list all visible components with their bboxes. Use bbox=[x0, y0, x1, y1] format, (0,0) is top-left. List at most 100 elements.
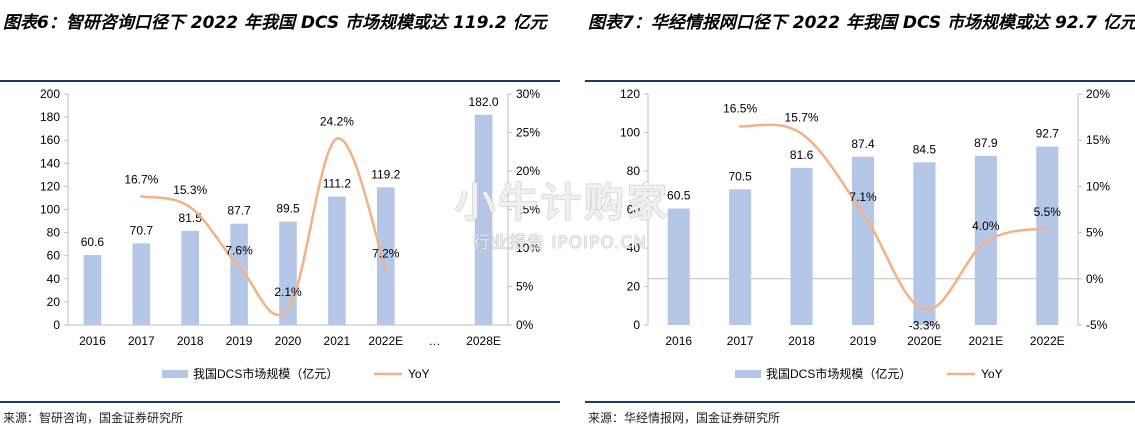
left-y-tick-label: 40 bbox=[627, 241, 641, 255]
legend-bar-swatch bbox=[735, 370, 761, 378]
x-category-label: 2018 bbox=[788, 334, 815, 348]
bar-value-label: 84.5 bbox=[913, 142, 937, 156]
bar bbox=[181, 230, 200, 325]
x-category-label: 2021 bbox=[324, 334, 351, 348]
bar-value-label: 70.5 bbox=[728, 169, 752, 183]
x-category-label: 2019 bbox=[850, 334, 877, 348]
legend-bar-label: 我国DCS市场规模（亿元） bbox=[766, 366, 911, 381]
right-y-tick-label: 10% bbox=[1086, 179, 1110, 193]
right-figure-panel: 图表7：华经情报网口径下 2022 年我国 DCS 市场规模或达 92.7 亿元… bbox=[585, 0, 1135, 427]
x-category-label: 2017 bbox=[128, 334, 155, 348]
left-y-tick-label: 0 bbox=[53, 318, 60, 332]
yoy-line bbox=[140, 137, 388, 317]
left-y-tick-label: 20 bbox=[627, 280, 641, 294]
left-y-tick-label: 160 bbox=[40, 133, 60, 147]
x-category-label: 2022E bbox=[368, 334, 403, 348]
yoy-value-label: -3.3% bbox=[909, 318, 941, 332]
yoy-value-label: 7.1% bbox=[849, 190, 877, 204]
x-category-label: 2020 bbox=[275, 334, 302, 348]
x-category-label: 2021E bbox=[969, 334, 1004, 348]
legend-bar-swatch bbox=[162, 370, 188, 378]
yoy-value-label: 16.7% bbox=[124, 172, 158, 186]
bar-value-label: 87.9 bbox=[974, 136, 998, 150]
x-category-label: 2017 bbox=[727, 334, 754, 348]
left-y-tick-label: 0 bbox=[633, 318, 640, 332]
bar bbox=[376, 187, 395, 325]
right-y-tick-label: 0% bbox=[516, 318, 534, 332]
right-figure-title: 图表7：华经情报网口径下 2022 年我国 DCS 市场规模或达 92.7 亿元 bbox=[588, 13, 1135, 33]
yoy-value-label: 16.5% bbox=[723, 101, 757, 115]
yoy-value-label: 4.0% bbox=[972, 219, 1000, 233]
right-source-note: 来源：华经情报网，国金证券研究所 bbox=[588, 411, 781, 425]
left-y-tick-label: 20 bbox=[47, 295, 61, 309]
left-y-tick-label: 120 bbox=[620, 87, 640, 101]
left-y-tick-label: 100 bbox=[620, 126, 640, 140]
bar-value-label: 89.5 bbox=[276, 202, 300, 216]
x-category-label: 2016 bbox=[79, 334, 106, 348]
bar-value-label: 70.7 bbox=[130, 223, 154, 237]
right-y-tick-label: 20% bbox=[516, 164, 540, 178]
right-y-tick-label: 20% bbox=[1086, 87, 1110, 101]
bar-value-label: 182.0 bbox=[469, 95, 499, 109]
left-y-tick-label: 120 bbox=[40, 179, 60, 193]
left-top-rule bbox=[0, 80, 560, 82]
left-y-tick-label: 200 bbox=[40, 87, 60, 101]
right-y-tick-label: -5% bbox=[1086, 318, 1108, 332]
right-y-tick-label: 10% bbox=[516, 241, 540, 255]
bar-value-label: 81.5 bbox=[179, 211, 203, 225]
left-y-tick-label: 40 bbox=[47, 272, 61, 286]
bar bbox=[729, 189, 752, 325]
right-y-tick-label: 15% bbox=[516, 203, 540, 217]
left-y-tick-label: 100 bbox=[40, 203, 60, 217]
left-y-tick-label: 80 bbox=[47, 226, 61, 240]
x-category-label: 2016 bbox=[665, 334, 692, 348]
left-y-tick-label: 80 bbox=[627, 164, 641, 178]
bar bbox=[667, 208, 690, 325]
x-category-label: 2022E bbox=[1030, 334, 1065, 348]
left-figure-title: 图表6：智研咨询口径下 2022 年我国 DCS 市场规模或达 119.2 亿元 bbox=[3, 13, 547, 33]
bar bbox=[913, 162, 936, 325]
bar-value-label: 60.5 bbox=[667, 189, 691, 203]
right-y-tick-label: 5% bbox=[1086, 226, 1104, 240]
right-y-tick-label: 5% bbox=[516, 280, 534, 294]
left-bottom-rule bbox=[0, 401, 560, 403]
left-chart: 0 20 40 60 80 100 120 140 160 180 200 0% 5% 10% 15% 20%… bbox=[40, 87, 540, 381]
bar bbox=[851, 156, 875, 325]
left-figure-panel: 图表6：智研咨询口径下 2022 年我国 DCS 市场规模或达 119.2 亿元… bbox=[0, 0, 560, 427]
bar-value-label: 87.4 bbox=[851, 137, 875, 151]
right-chart: 0 20 40 60 80 100 120 -5% 0% 5% 10% 15% 20% 60.5 70.5 8… bbox=[620, 87, 1110, 381]
bar bbox=[328, 196, 346, 325]
right-y-tick-label: 0% bbox=[1086, 272, 1104, 286]
left-source-note: 来源：智研咨询，国金证券研究所 bbox=[3, 411, 184, 425]
x-category-label: … bbox=[429, 334, 441, 348]
bar bbox=[1036, 146, 1059, 325]
right-y-tick-label: 30% bbox=[516, 87, 540, 101]
yoy-value-label: 7.2% bbox=[372, 247, 400, 261]
bar-value-label: 111.2 bbox=[323, 177, 352, 191]
right-top-rule bbox=[585, 80, 1135, 82]
yoy-value-label: 15.7% bbox=[785, 111, 819, 125]
right-y-tick-label: 15% bbox=[1086, 133, 1110, 147]
legend-line-label: YoY bbox=[408, 367, 430, 381]
bar-value-label: 92.7 bbox=[1036, 127, 1060, 141]
bar-value-label: 87.7 bbox=[227, 204, 251, 218]
left-y-tick-label: 140 bbox=[40, 156, 60, 170]
yoy-value-label: 5.5% bbox=[1034, 205, 1062, 219]
bar-value-label: 119.2 bbox=[371, 167, 400, 181]
legend-bar-label: 我国DCS市场规模（亿元） bbox=[193, 366, 338, 381]
x-category-label: 2019 bbox=[226, 334, 253, 348]
x-category-label: 2028E bbox=[466, 334, 501, 348]
x-category-label: 2020E bbox=[907, 334, 942, 348]
right-bottom-rule bbox=[585, 401, 1135, 403]
left-y-tick-label: 60 bbox=[627, 203, 641, 217]
yoy-line bbox=[738, 123, 1049, 311]
bar-value-label: 81.6 bbox=[790, 148, 814, 162]
bar bbox=[790, 167, 813, 325]
bar bbox=[474, 114, 493, 325]
legend-line-label: YoY bbox=[981, 367, 1003, 381]
yoy-value-label: 24.2% bbox=[320, 115, 354, 129]
left-y-tick-label: 60 bbox=[47, 249, 61, 263]
x-category-label: 2018 bbox=[177, 334, 204, 348]
yoy-value-label: 15.3% bbox=[173, 183, 207, 197]
yoy-value-label: 7.6% bbox=[225, 243, 253, 257]
